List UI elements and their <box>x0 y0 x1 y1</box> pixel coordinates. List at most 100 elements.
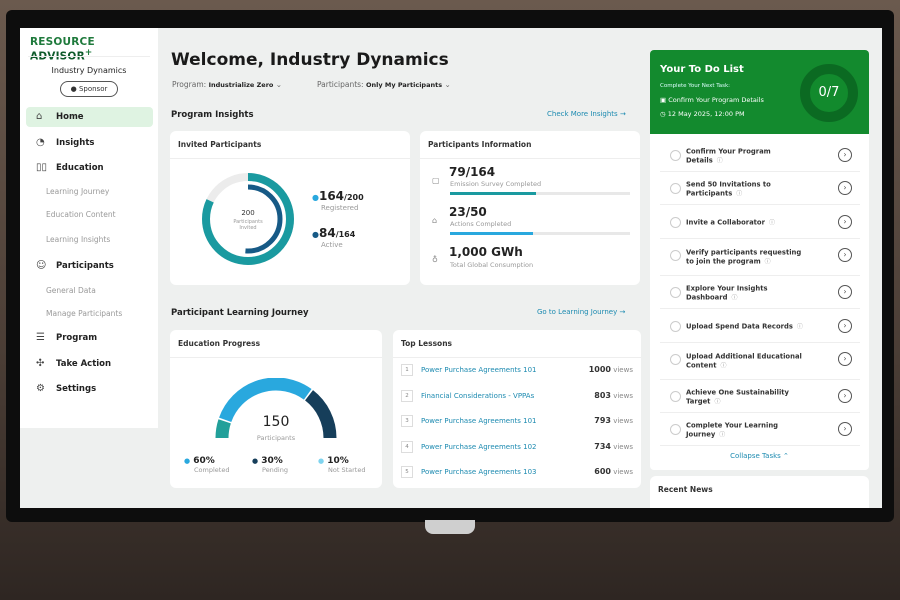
check-more-insights-link[interactable]: Check More Insights → <box>547 110 626 118</box>
todo-label: Complete Your Learning Journey <box>686 421 779 439</box>
lesson-row[interactable]: 1 Power Purchase Agreements 101 1000 views <box>401 360 633 380</box>
help-icon[interactable]: ⓘ <box>796 323 803 331</box>
clipboard-icon: ▣ <box>660 96 667 104</box>
todo-item[interactable]: Explore Your Insights Dashboard ⓘ › <box>660 277 860 310</box>
legend-dot: ● <box>252 457 259 465</box>
todo-checkbox[interactable] <box>670 183 681 195</box>
chevron-right-circle-icon[interactable]: › <box>838 285 852 300</box>
chevron-right-circle-icon[interactable]: › <box>838 422 852 437</box>
people-icon: ☺ <box>36 260 47 271</box>
legend-pending: ● 30% Pending <box>252 456 288 474</box>
book-icon: ▯▯ <box>36 162 48 173</box>
chevron-down-icon: ⌄ <box>444 80 451 89</box>
todo-list: Confirm Your Program Details ⓘ › Send 50 In… <box>650 134 869 470</box>
todo-item[interactable]: Complete Your Learning Journey ⓘ › <box>660 414 860 447</box>
help-icon[interactable]: ⓘ <box>714 398 721 406</box>
todo-label: Achieve One Sustainability Target <box>686 388 789 406</box>
active-stat: ●84/164 <box>312 226 355 240</box>
todo-checkbox[interactable] <box>670 391 681 403</box>
lesson-row[interactable]: 3 Power Purchase Agreements 101 793 views <box>401 411 633 431</box>
todo-checkbox[interactable] <box>670 353 681 365</box>
sidebar-item-insights[interactable]: ◔ Insights <box>26 133 153 153</box>
program-value: Industrialize Zero <box>208 81 274 89</box>
program-filter[interactable]: Program: Industrialize Zero ⌄ <box>172 80 282 89</box>
sidebar-item-education[interactable]: ▯▯ Education <box>26 158 153 178</box>
legend-label: Completed <box>194 466 230 474</box>
todo-checkbox[interactable] <box>670 150 681 161</box>
gauge-pending <box>304 390 337 439</box>
legend-label: Pending <box>262 466 288 474</box>
invited-participants-card: Invited Participants 200 Participants In… <box>170 131 410 285</box>
help-icon[interactable]: ⓘ <box>731 294 738 302</box>
sidebar-sub-learning-journey[interactable]: Learning Journey <box>46 187 110 196</box>
todo-label: Upload Additional Educational Content <box>686 352 802 370</box>
help-icon[interactable]: ⓘ <box>716 157 723 164</box>
sidebar-sub-general-data[interactable]: General Data <box>46 286 96 295</box>
todo-checkbox[interactable] <box>670 249 681 261</box>
todo-item[interactable]: Confirm Your Program Details ⓘ › <box>660 140 860 172</box>
sidebar-sub-education-content[interactable]: Education Content <box>46 210 116 219</box>
collapse-tasks-button[interactable]: Collapse Tasks ⌃ <box>650 452 869 460</box>
chevron-right-circle-icon[interactable]: › <box>838 318 852 333</box>
todo-checkbox[interactable] <box>670 320 681 332</box>
help-icon[interactable]: ⓘ <box>768 219 775 227</box>
sidebar-item-program[interactable]: ☰ Program <box>26 328 153 348</box>
chevron-right-circle-icon[interactable]: › <box>838 351 852 366</box>
todo-item[interactable]: Send 50 Invitations to Participants ⓘ › <box>660 173 860 206</box>
donut-center-label: Participants Invited <box>233 219 263 231</box>
lesson-rank: 3 <box>401 415 413 427</box>
sidebar-item-settings[interactable]: ⚙ Settings <box>26 379 153 399</box>
todo-item[interactable]: Invite a Collaborator ⓘ › <box>660 207 860 239</box>
info-label: Actions Completed <box>450 220 512 228</box>
bulb-icon: ♁ <box>432 255 438 264</box>
todo-checkbox[interactable] <box>670 287 681 299</box>
todo-label: Explore Your Insights Dashboard <box>686 284 768 302</box>
donut-center-value: 200 <box>241 209 255 217</box>
chevron-right-circle-icon[interactable]: › <box>838 148 852 162</box>
link-label: Go to Learning Journey <box>537 308 618 316</box>
list-icon: ☰ <box>36 332 45 343</box>
lesson-link[interactable]: Power Purchase Agreements 103 <box>421 468 537 476</box>
lesson-link[interactable]: Power Purchase Agreements 101 <box>421 366 537 374</box>
help-icon[interactable]: ⓘ <box>736 190 743 198</box>
go-to-learning-journey-link[interactable]: Go to Learning Journey → <box>537 308 625 316</box>
help-icon[interactable]: ⓘ <box>764 258 771 266</box>
help-icon[interactable]: ⓘ <box>719 431 726 439</box>
top-lessons-card: Top Lessons 1 Power Purchase Agreements 1… <box>393 330 641 488</box>
sidebar-item-participants[interactable]: ☺ Participants <box>26 256 153 276</box>
lesson-link[interactable]: Power Purchase Agreements 102 <box>421 442 537 451</box>
active-label: Active <box>321 241 343 249</box>
todo-checkbox[interactable] <box>670 216 681 228</box>
todo-checkbox[interactable] <box>670 424 681 436</box>
chevron-right-circle-icon[interactable]: › <box>838 247 852 262</box>
todo-item[interactable]: Upload Spend Data Records ⓘ › <box>660 311 860 343</box>
registered-stat: ●164/200 <box>312 189 364 203</box>
todo-item[interactable]: Upload Additional Educational Content ⓘ › <box>660 344 860 380</box>
lesson-row[interactable]: 4 Power Purchase Agreements 102 734 views <box>401 437 633 457</box>
views-label: views <box>613 391 633 400</box>
sidebar-item-take-action[interactable]: ✣ Take Action <box>26 354 153 374</box>
registered-label: Registered <box>321 204 359 212</box>
todo-item[interactable]: Achieve One Sustainability Target ⓘ › <box>660 381 860 414</box>
chevron-right-circle-icon[interactable]: › <box>838 214 852 229</box>
help-icon[interactable]: ⓘ <box>720 362 727 370</box>
logo-plus: + <box>84 48 93 58</box>
lesson-row[interactable]: 5 Power Purchase Agreements 103 600 views <box>401 462 633 482</box>
lesson-link[interactable]: Financial Considerations - VPPAs <box>421 391 535 400</box>
sidebar-sub-manage-participants[interactable]: Manage Participants <box>46 309 123 318</box>
role-badge[interactable]: ● Sponsor <box>60 81 118 97</box>
lesson-row[interactable]: 2 Financial Considerations - VPPAs 803 vie… <box>401 386 633 406</box>
next-task[interactable]: ▣ Confirm Your Program Details <box>660 96 764 104</box>
lesson-link[interactable]: Power Purchase Agreements 101 <box>421 417 537 425</box>
sidebar-item-home[interactable]: ⌂ Home <box>26 107 153 127</box>
next-task-name: Confirm Your Program Details <box>668 96 764 104</box>
chevron-right-circle-icon[interactable]: › <box>838 389 852 404</box>
participants-filter[interactable]: Participants: Only My Participants ⌄ <box>317 80 451 89</box>
todo-progress-ring: 0/7 <box>800 64 858 122</box>
chevron-down-icon: ⌄ <box>275 80 283 89</box>
chevron-right-circle-icon[interactable]: › <box>838 181 852 196</box>
todo-item[interactable]: Verify participants requesting to join t… <box>660 240 860 276</box>
next-task-date: ◷ 12 May 2025, 12:00 PM <box>660 110 745 118</box>
sidebar-sub-learning-insights[interactable]: Learning Insights <box>46 235 111 244</box>
divider <box>28 56 150 57</box>
